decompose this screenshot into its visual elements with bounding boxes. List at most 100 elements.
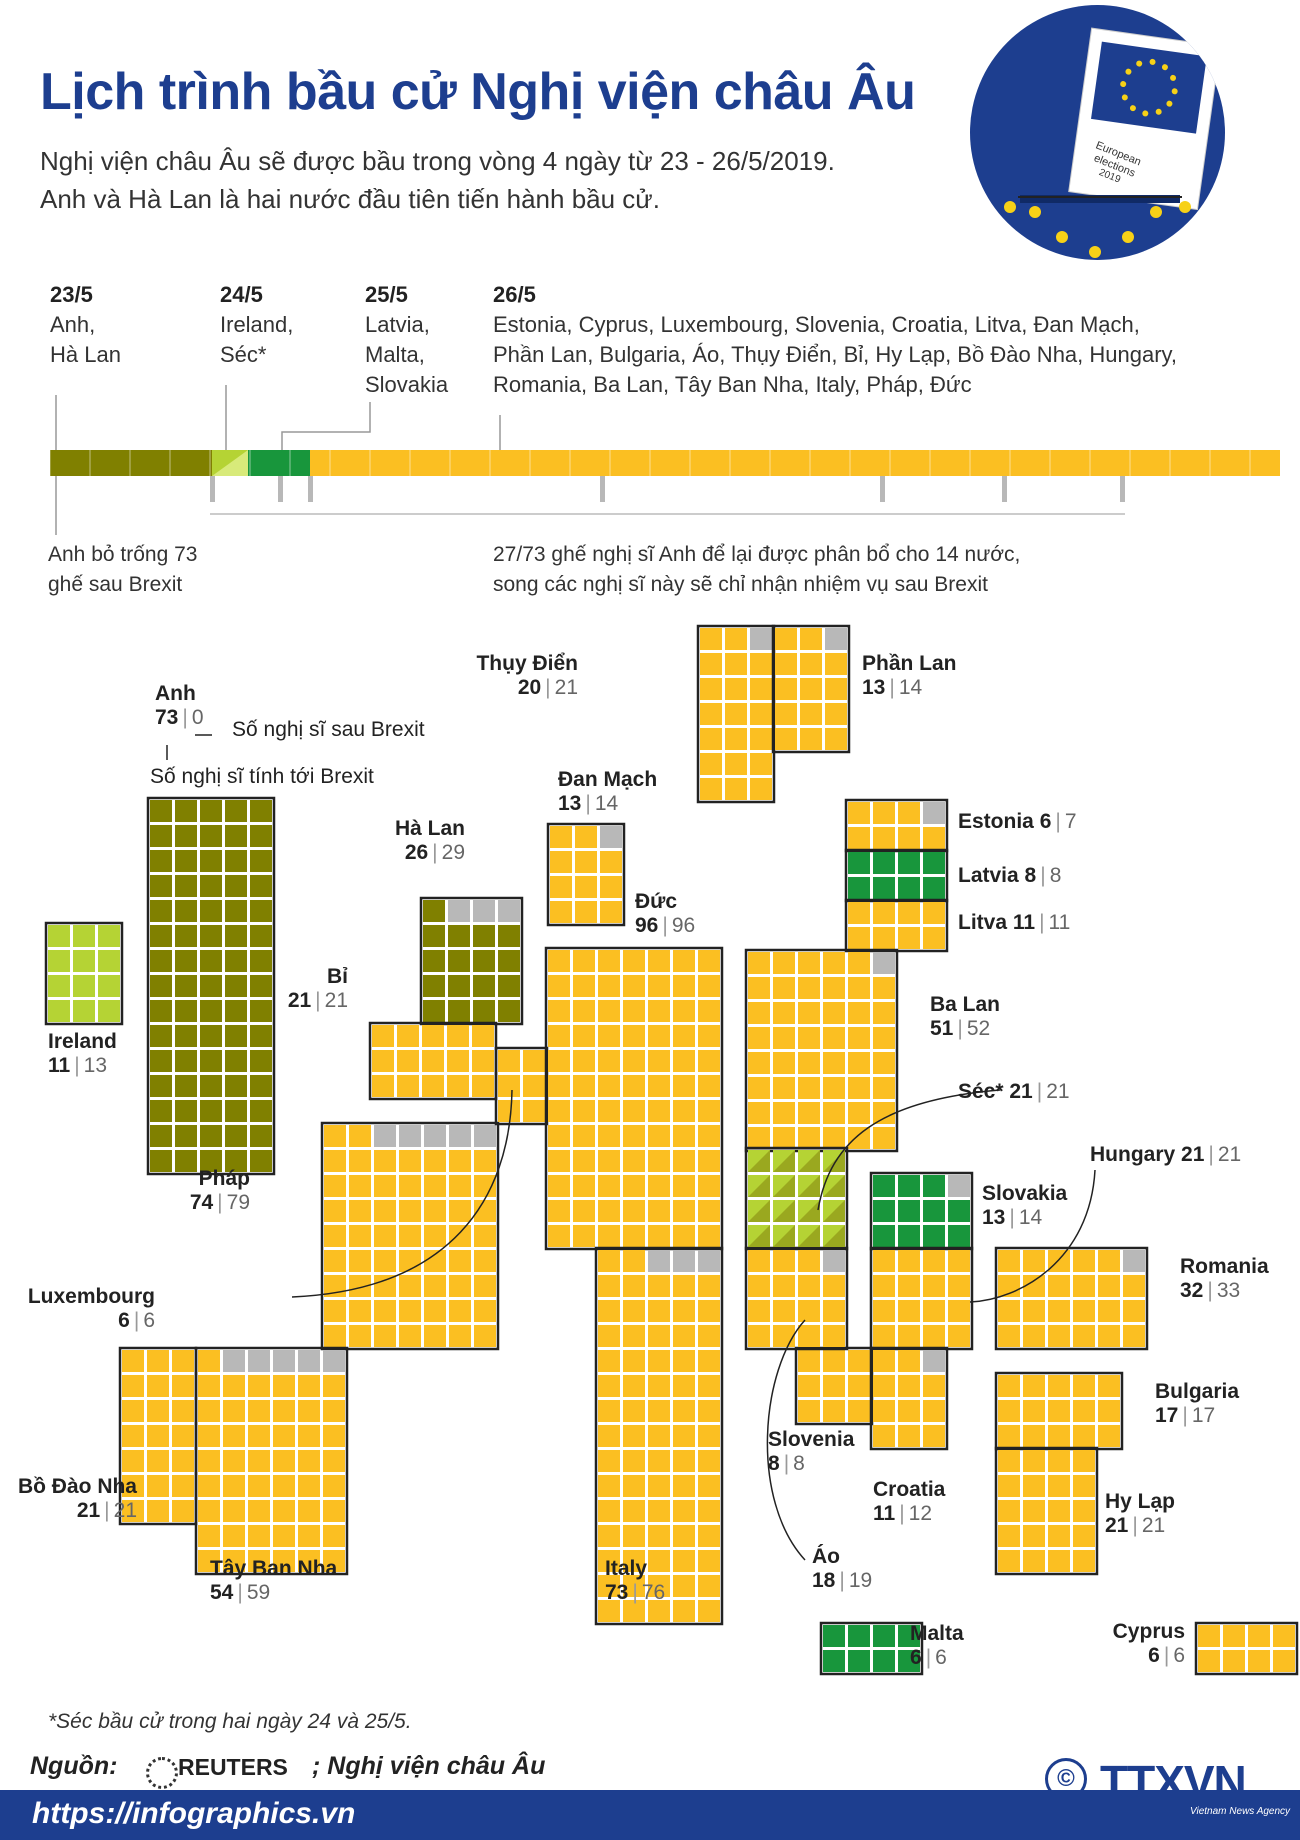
seat-cell [175, 950, 197, 972]
eu-star-icon [1150, 206, 1162, 218]
seat-cell [298, 1400, 320, 1422]
footnote: *Séc bầu cử trong hai ngày 24 và 25/5. [48, 1710, 412, 1733]
seat-cell [698, 1200, 720, 1222]
seat-cell [150, 1050, 172, 1072]
seat-cell [223, 1500, 245, 1522]
seat-cell [1073, 1500, 1095, 1522]
seat-cell [823, 1027, 845, 1049]
seat-block-border [146, 796, 276, 1176]
eu-star-icon [1121, 94, 1128, 101]
seat-cell [998, 1300, 1020, 1322]
seat-cell [750, 653, 772, 675]
seat-cell [150, 1125, 172, 1147]
seat-cell [798, 1127, 820, 1149]
seat-cell [573, 1025, 595, 1047]
seat-separator: | [783, 1452, 790, 1475]
seat-cell-pattern [798, 1225, 820, 1247]
seat-cell [448, 975, 470, 997]
seat-separator: | [889, 676, 895, 699]
seat-cell [673, 1525, 695, 1547]
seat-cell [725, 703, 747, 725]
seats-after: 6 [935, 1646, 947, 1669]
agency-english-name: Vietnam News Agency [1190, 1806, 1291, 1817]
seat-cell [474, 1250, 496, 1272]
seat-cell [200, 1075, 222, 1097]
note-line: Anh bỏ trống 73 [48, 543, 198, 566]
seat-cell [823, 1350, 845, 1372]
seat-cell [223, 1350, 245, 1372]
seat-cell [150, 975, 172, 997]
seat-cell [1248, 1625, 1270, 1647]
timeline-countries-24: Ireland, Séc* [220, 310, 293, 370]
seats-after: 13 [83, 1054, 108, 1077]
seat-cell [823, 1102, 845, 1124]
seat-cell [600, 876, 622, 898]
seat-cell [673, 1300, 695, 1322]
seat-cell [122, 1475, 144, 1497]
seat-separator: | [925, 1646, 932, 1669]
footer-url[interactable]: https://infographics.vn [32, 1797, 356, 1830]
seat-cell [349, 1250, 371, 1272]
seat-cell [700, 778, 722, 800]
seat-cell [175, 975, 197, 997]
seat-cell [374, 1250, 396, 1272]
seat-cell [948, 1300, 970, 1322]
seat-cell [648, 1125, 670, 1147]
seat-cell [698, 1375, 720, 1397]
seat-cell [573, 950, 595, 972]
seat-cell [748, 1275, 770, 1297]
ballot-box-icon: European elections 2019 [1004, 27, 1221, 258]
reuters-logo-icon [146, 1757, 178, 1789]
seat-cell [998, 1550, 1020, 1572]
seat-cell [225, 800, 247, 822]
seat-cell-pattern [748, 1200, 770, 1222]
seat-cell [648, 1250, 670, 1272]
seat-cell [372, 1075, 394, 1097]
seat-cell [250, 800, 272, 822]
note-line: 27/73 ghế nghị sĩ Anh để lại được phân b… [493, 543, 1021, 566]
seat-cell [773, 1027, 795, 1049]
seat-cell [298, 1550, 320, 1572]
seat-cell [175, 800, 197, 822]
seat-cell [472, 1025, 494, 1047]
seat-cell [775, 653, 797, 675]
seat-cell [773, 1275, 795, 1297]
seat-cell [673, 1400, 695, 1422]
seat-cell [324, 1325, 346, 1347]
seat-cell [399, 1325, 421, 1347]
timeline-countries-26: Estonia, Cyprus, Luxembourg, Slovenia, C… [493, 310, 1177, 400]
seat-cell [198, 1500, 220, 1522]
seat-cell [623, 1200, 645, 1222]
seat-cell [748, 1127, 770, 1149]
seat-cell [225, 900, 247, 922]
seat-cell [848, 1052, 870, 1074]
seat-cell [725, 653, 747, 675]
seat-cell [748, 952, 770, 974]
seat-cell [673, 1225, 695, 1247]
seat-separator: | [237, 1581, 243, 1604]
seat-cell [648, 1450, 670, 1472]
eu-star-icon [1004, 201, 1016, 213]
seat-cell [598, 1075, 620, 1097]
seat-cell [1048, 1400, 1070, 1422]
seat-count: 6 | 6 [910, 1646, 964, 1670]
seat-cell [873, 802, 895, 824]
seats-after: 21 [1141, 1514, 1166, 1537]
seat-cell [374, 1150, 396, 1172]
seat-cell [1048, 1525, 1070, 1547]
seat-cell [798, 1027, 820, 1049]
seats-after: 96 [671, 914, 696, 937]
seat-cell [673, 1250, 695, 1272]
page-title: Lịch trình bầu cử Nghị viện châu Âu [40, 63, 916, 121]
seat-cell [898, 1650, 920, 1672]
seat-cell [798, 1102, 820, 1124]
seat-cell [223, 1550, 245, 1572]
seat-block-border [819, 1621, 924, 1676]
seats-after: 76 [641, 1581, 666, 1604]
seat-cell [848, 877, 870, 899]
seat-cell [598, 1175, 620, 1197]
seat-cell [798, 1002, 820, 1024]
seat-cell [748, 1002, 770, 1024]
seat-cell [397, 1025, 419, 1047]
eu-star-icon [1166, 100, 1173, 107]
